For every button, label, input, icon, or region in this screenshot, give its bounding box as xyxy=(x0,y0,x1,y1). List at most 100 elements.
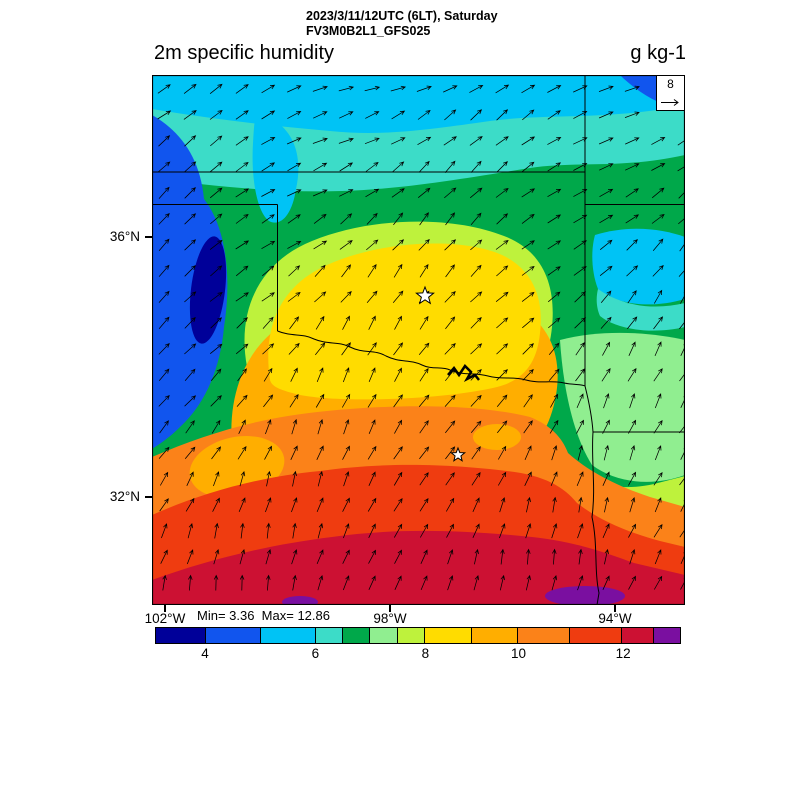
wind-arrow xyxy=(654,549,662,565)
wind-arrow xyxy=(573,163,588,171)
wind-arrow xyxy=(183,110,197,120)
wind-arrow xyxy=(263,394,274,408)
wind-arrow xyxy=(393,394,403,408)
wind-arrow xyxy=(601,367,611,382)
wind-arrow xyxy=(393,446,403,460)
wind-arrow xyxy=(316,445,324,460)
wind-arrow xyxy=(184,135,197,147)
wind-arrow xyxy=(420,549,428,564)
map-frame xyxy=(151,74,686,606)
wind-arrow xyxy=(264,445,272,460)
wind-arrow xyxy=(210,395,222,407)
wind-arrow xyxy=(340,290,352,303)
wind-arrow xyxy=(210,368,222,382)
wind-arrow xyxy=(499,523,506,539)
wind-arrow xyxy=(211,419,221,434)
wind-arrow xyxy=(237,368,247,382)
wind-arrow xyxy=(262,343,275,355)
lat-tick-32n xyxy=(145,496,152,498)
wind-arrow xyxy=(653,471,663,486)
star-marker-south xyxy=(449,446,467,462)
wind-arrow xyxy=(186,549,194,565)
wind-arrow xyxy=(184,239,197,251)
wind-arrow xyxy=(364,85,381,92)
wind-arrow xyxy=(235,188,250,198)
wind-arrow xyxy=(547,188,562,198)
wind-arrow xyxy=(188,574,193,591)
wind-arrow xyxy=(290,445,298,460)
colorbar-segment xyxy=(315,628,344,643)
colorbar-segment xyxy=(425,628,472,643)
wind-arrow xyxy=(394,575,402,590)
wind-arrow xyxy=(602,471,610,486)
wind-arrow xyxy=(625,137,640,145)
wind-arrow xyxy=(497,445,507,460)
colorbar-segment xyxy=(156,628,206,643)
wind-arrow xyxy=(338,85,355,92)
wind-arrow xyxy=(159,498,169,512)
wind-arrow xyxy=(240,522,245,539)
wind-arrow xyxy=(290,367,298,382)
wind-arrow xyxy=(626,265,639,277)
wind-arrow xyxy=(261,240,276,250)
wind-arrow xyxy=(548,368,560,381)
wind-arrow xyxy=(628,419,637,434)
wind-arrow xyxy=(317,522,324,539)
lat-label-36n: 36°N xyxy=(109,229,140,244)
wind-arrow xyxy=(287,240,302,249)
wind-arrow xyxy=(444,160,456,173)
wind-arrow xyxy=(312,137,328,144)
wind-arrow xyxy=(521,265,535,276)
wind-arrow xyxy=(547,214,562,224)
wind-arrow xyxy=(209,239,223,250)
wind-arrow xyxy=(499,497,506,513)
wind-arrow xyxy=(550,471,558,487)
plot-units: g kg-1 xyxy=(630,42,686,64)
wind-arrow xyxy=(625,163,640,171)
wind-arrow xyxy=(210,317,223,329)
wind-arrow xyxy=(651,136,666,145)
wind-arrow xyxy=(602,419,610,434)
wind-arrow xyxy=(603,393,610,409)
wind-arrow xyxy=(367,263,377,278)
wind-arrow xyxy=(473,574,480,591)
wind-arrow xyxy=(266,574,271,591)
wind-arrow xyxy=(445,446,456,460)
wind-arrow xyxy=(158,342,170,355)
wind-arrow xyxy=(184,187,196,199)
wind-arrow xyxy=(653,523,663,538)
wind-arrow xyxy=(287,85,302,93)
wind-arrow xyxy=(653,316,664,330)
wind-arrow xyxy=(578,548,583,565)
colorbar-ticks: 4 6 8 10 12 xyxy=(155,646,681,664)
wind-arrow xyxy=(653,368,663,382)
colorbar-segment xyxy=(653,628,680,643)
header: 2023/3/11/12UTC (6LT), Saturday FV3M0B2L… xyxy=(306,9,498,39)
wind-arrow xyxy=(213,574,219,591)
wind-arrow xyxy=(575,342,585,356)
wind-arrow xyxy=(210,135,223,147)
wind-arrow xyxy=(444,109,457,121)
wind-arrow xyxy=(184,316,196,329)
wind-arrow xyxy=(266,522,271,539)
wind-arrow xyxy=(339,240,353,250)
wind-arrow xyxy=(367,497,377,512)
colorbar-segment xyxy=(398,628,426,643)
lon-label-98w: 98°W xyxy=(373,611,407,626)
wind-arrow xyxy=(261,162,276,172)
wind-arrow xyxy=(653,419,663,434)
wind-arrow xyxy=(445,497,455,512)
wind-arrow xyxy=(212,497,220,512)
wind-arrow xyxy=(500,548,505,565)
wind-arrow xyxy=(496,213,509,225)
wind-arrow xyxy=(317,470,324,487)
wind-arrow xyxy=(496,109,509,121)
wind-arrow xyxy=(210,213,223,225)
wind-arrow xyxy=(366,290,378,303)
wind-arrow xyxy=(394,367,402,382)
colorbar-segment xyxy=(518,628,571,643)
wind-arrow xyxy=(573,266,587,276)
wind-arrow xyxy=(469,136,483,146)
wind-arrow xyxy=(366,239,379,251)
wind-arrow xyxy=(186,471,194,486)
